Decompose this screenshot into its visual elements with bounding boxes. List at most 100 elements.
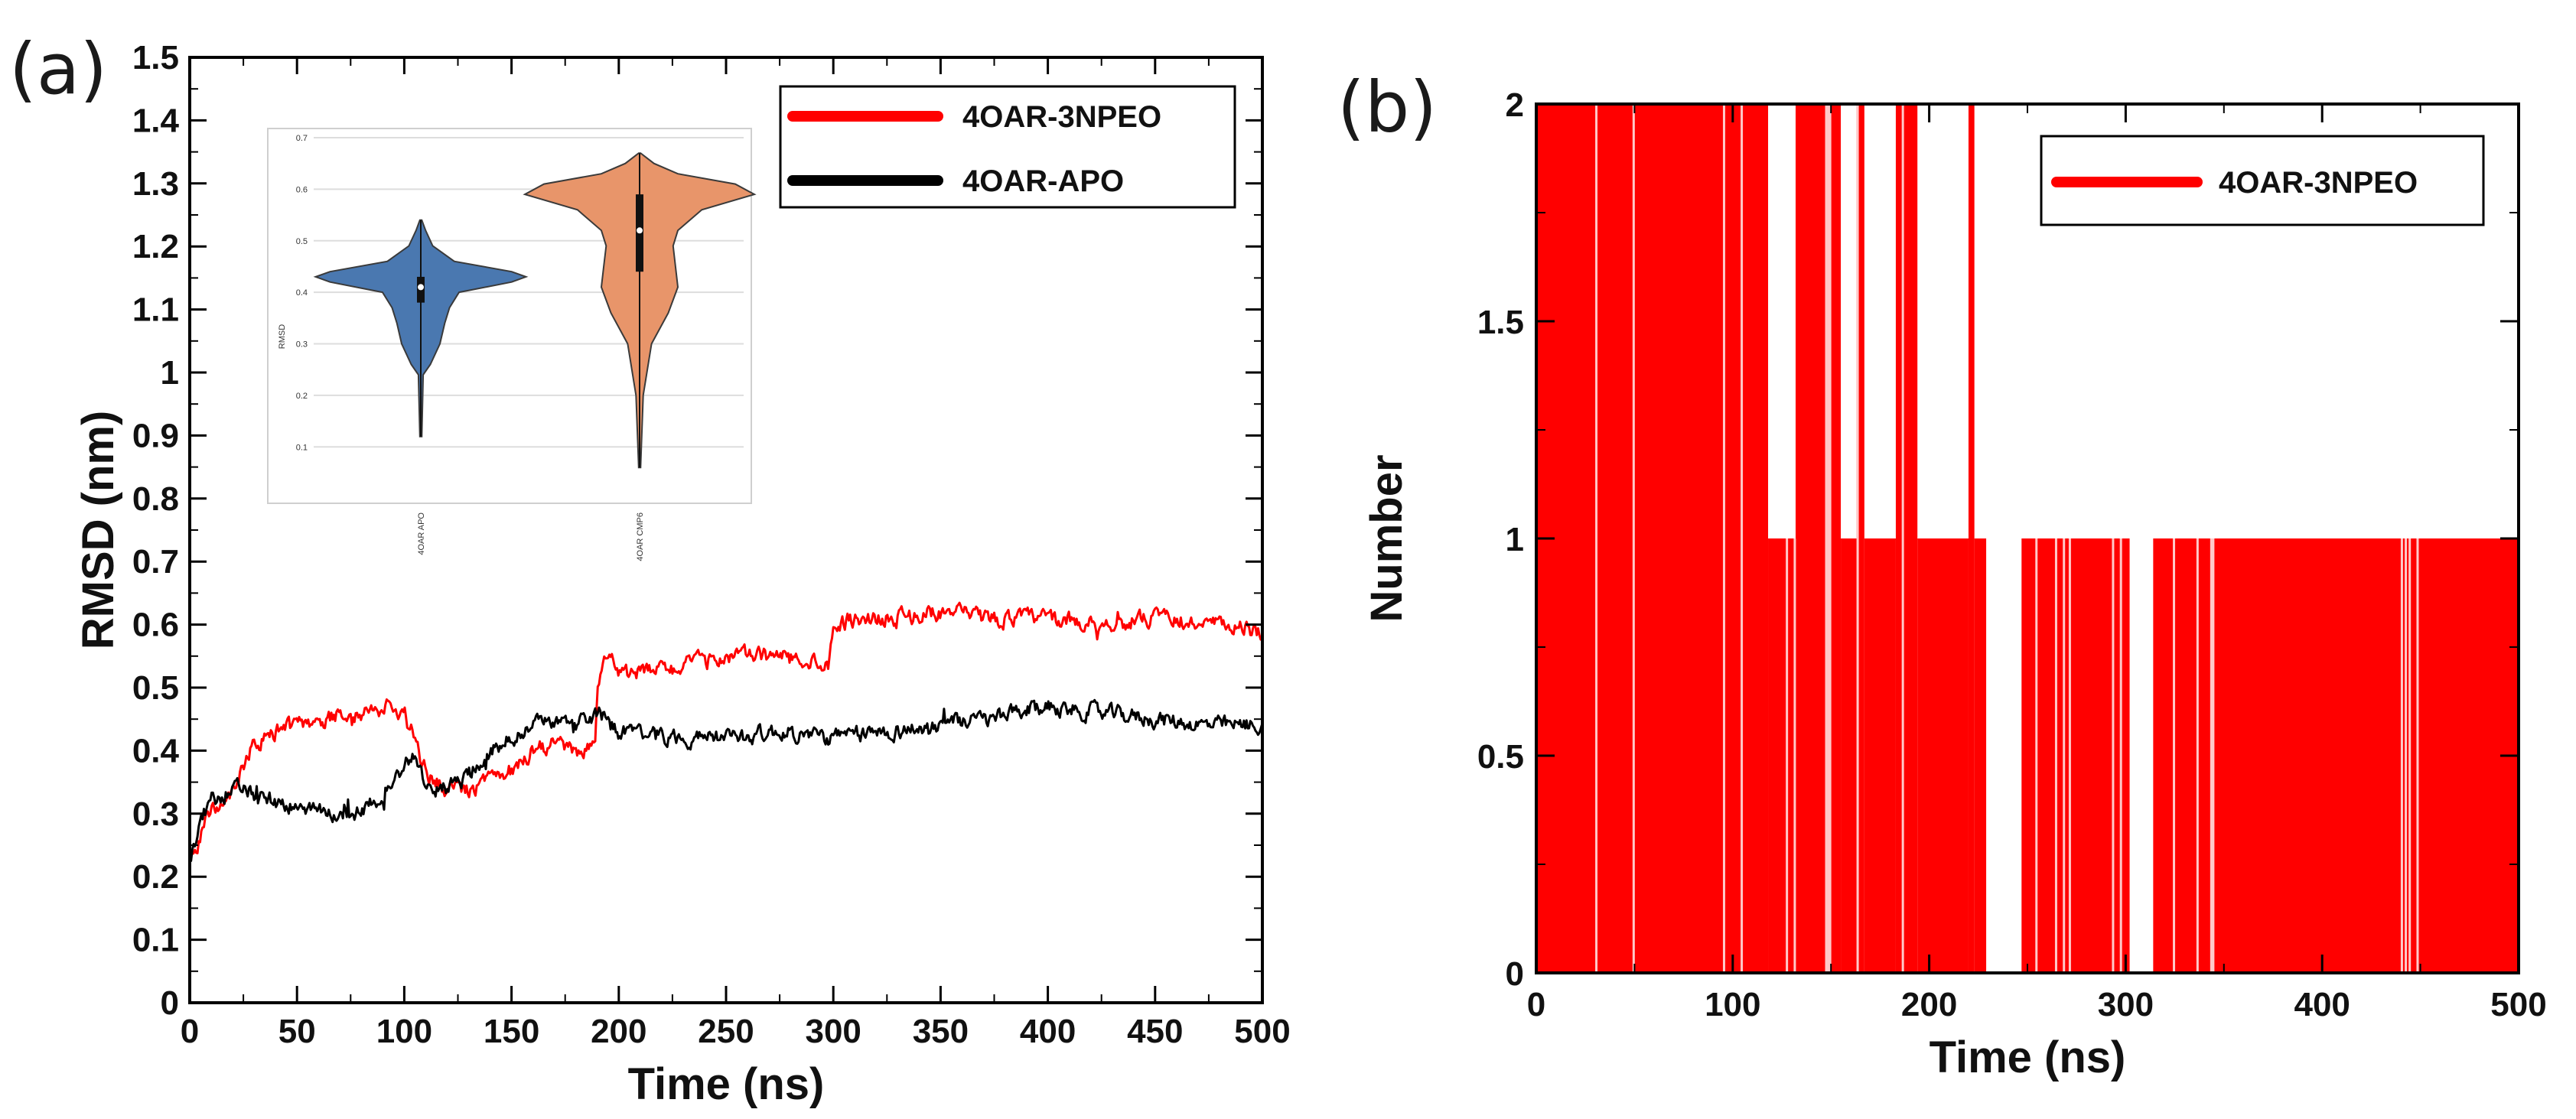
x-tick-label: 400 — [2294, 986, 2350, 1023]
x-tick-label: 450 — [1127, 1013, 1183, 1050]
violin-median — [637, 227, 643, 234]
hbond-segment — [1895, 104, 1918, 973]
y-tick-label: 1.2 — [132, 228, 179, 265]
panel-a-x-axis-title: Time (ns) — [628, 1059, 825, 1109]
hbond-segment — [1841, 538, 1857, 973]
x-tick-label: 400 — [1020, 1013, 1076, 1050]
y-tick-label: 1.5 — [132, 39, 179, 76]
y-tick-label: 0 — [1506, 955, 1524, 993]
y-tick-label: 0.1 — [132, 922, 179, 959]
hbond-gap-line — [2112, 538, 2115, 973]
x-tick-label: 250 — [698, 1013, 754, 1050]
panel-b-hbond-chart: 0 100 200 300 400 500 0 0.5 1 1.5 2 Time (ns) Numb… — [1362, 86, 2547, 1082]
x-tick-label: 100 — [376, 1013, 432, 1050]
hbond-gap-line — [2416, 538, 2419, 973]
hbond-gap-line — [1632, 104, 1635, 973]
y-tick-label: 1.5 — [1477, 304, 1524, 341]
hbond-gap-line — [2210, 538, 2213, 973]
x-tick-label: 300 — [2098, 986, 2154, 1023]
y-tick-label: 1 — [161, 354, 179, 392]
inset-y-axis-title: RMSD — [278, 324, 287, 349]
hbond-gap-line — [1901, 104, 1904, 973]
y-tick-label: 0.3 — [132, 795, 179, 833]
inset-category-label: 4OAR APO — [417, 512, 426, 555]
hbond-segment — [1856, 104, 1864, 973]
y-tick-label: 1.1 — [132, 291, 179, 329]
y-tick-label: 0.5 — [1477, 738, 1524, 776]
inset-content-layer: 0.1 0.2 0.3 0.4 0.5 0.6 0.7 4OAR APO 4OAR CMP6 — [296, 134, 757, 561]
legend-label-3npeo: 4OAR-3NPEO — [962, 100, 1161, 134]
inset-y-tick-label: 0.5 — [296, 237, 308, 246]
panel-a-y-axis-title: RMSD (nm) — [73, 411, 123, 650]
x-tick-label: 500 — [1234, 1013, 1290, 1050]
x-tick-label: 350 — [913, 1013, 969, 1050]
violin-inset: 0.1 0.2 0.3 0.4 0.5 0.6 0.7 4OAR APO 4OAR CMP6 R… — [267, 128, 757, 561]
x-tick-label: 0 — [181, 1013, 199, 1050]
hbond-segment — [1536, 104, 1769, 973]
y-tick-label: 0.8 — [132, 480, 179, 518]
hbond-segment — [1864, 538, 1896, 973]
panel-b-label: (b) — [1337, 67, 1437, 148]
violin-median — [418, 284, 424, 291]
inset-y-tick-label: 0.3 — [296, 340, 308, 350]
y-tick-label: 0.6 — [132, 607, 179, 644]
panel-b-legend: 4OAR-3NPEO — [2040, 135, 2485, 226]
x-tick-label: 0 — [1527, 986, 1545, 1023]
panel-a-series-layer — [188, 601, 1263, 862]
hbond-gap-line — [2119, 538, 2122, 973]
hbond-gap-line — [1827, 104, 1830, 973]
hbond-segment — [1768, 538, 1796, 973]
inset-y-tick-label: 0.2 — [296, 392, 308, 401]
y-tick-label: 1.4 — [132, 102, 180, 139]
panel-b-y-axis-title: Number — [1362, 454, 1412, 622]
hbond-gap-line — [2405, 538, 2408, 973]
hbond-segment — [1795, 104, 1842, 973]
series-line-4oar-3npeo — [188, 601, 1263, 861]
hbond-segment — [2021, 538, 2130, 973]
y-tick-label: 0.7 — [132, 543, 179, 581]
hbond-gap-line — [1722, 104, 1725, 973]
series-line-4oar-apo — [190, 698, 1263, 862]
hbond-gap-line — [2035, 538, 2038, 973]
x-tick-label: 150 — [484, 1013, 539, 1050]
panel-b-x-axis-title: Time (ns) — [1930, 1033, 2126, 1082]
hbond-gap-line — [1829, 104, 1832, 973]
x-tick-label: 100 — [1705, 986, 1760, 1023]
y-tick-label: 0.4 — [132, 732, 180, 769]
inset-y-tick-label: 0.1 — [296, 443, 308, 452]
inset-category-label: 4OAR CMP6 — [636, 512, 645, 561]
y-tick-label: 1 — [1506, 521, 1524, 558]
y-tick-label: 1.3 — [132, 165, 179, 203]
y-tick-label: 0 — [161, 984, 179, 1022]
hbond-segment — [1968, 104, 1975, 973]
hbond-gap-line — [1786, 538, 1789, 973]
inset-y-tick-label: 0.7 — [296, 134, 308, 143]
panel-a-legend-box — [779, 85, 1236, 209]
hbond-gap-line — [1793, 538, 1796, 973]
panel-b-series-layer — [1536, 104, 2519, 973]
hbond-gap-line — [2196, 538, 2199, 973]
inset-y-tick-label: 0.6 — [296, 185, 308, 194]
x-tick-label: 200 — [591, 1013, 646, 1050]
legend-label-3npeo-b: 4OAR-3NPEO — [2219, 166, 2418, 200]
hbond-gap-line — [2212, 538, 2215, 973]
panel-a-tick-layer: 0 50 100 150 200 250 300 350 400 450 500 0 0.1 0.2 0.3… — [132, 39, 1291, 1050]
hbond-gap-line — [2054, 538, 2057, 973]
y-tick-label: 0.9 — [132, 417, 179, 454]
hbond-gap-line — [1741, 104, 1744, 973]
y-tick-label: 0.5 — [132, 669, 179, 707]
x-tick-label: 500 — [2490, 986, 2546, 1023]
hbond-segment — [2153, 538, 2519, 973]
hbond-gap-line — [2173, 538, 2176, 973]
hbond-gap-line — [1856, 104, 1859, 973]
y-tick-label: 2 — [1506, 86, 1524, 124]
x-tick-label: 300 — [805, 1013, 861, 1050]
hbond-gap-line — [2400, 538, 2403, 973]
x-tick-label: 200 — [1901, 986, 1957, 1023]
hbond-segment — [1917, 538, 1969, 973]
hbond-segment — [1974, 538, 1987, 973]
inset-y-tick-label: 0.4 — [296, 288, 308, 298]
hbond-gap-line — [1595, 104, 1598, 973]
panel-b-tick-layer: 0 100 200 300 400 500 0 0.5 1 1.5 2 — [1477, 86, 2547, 1023]
